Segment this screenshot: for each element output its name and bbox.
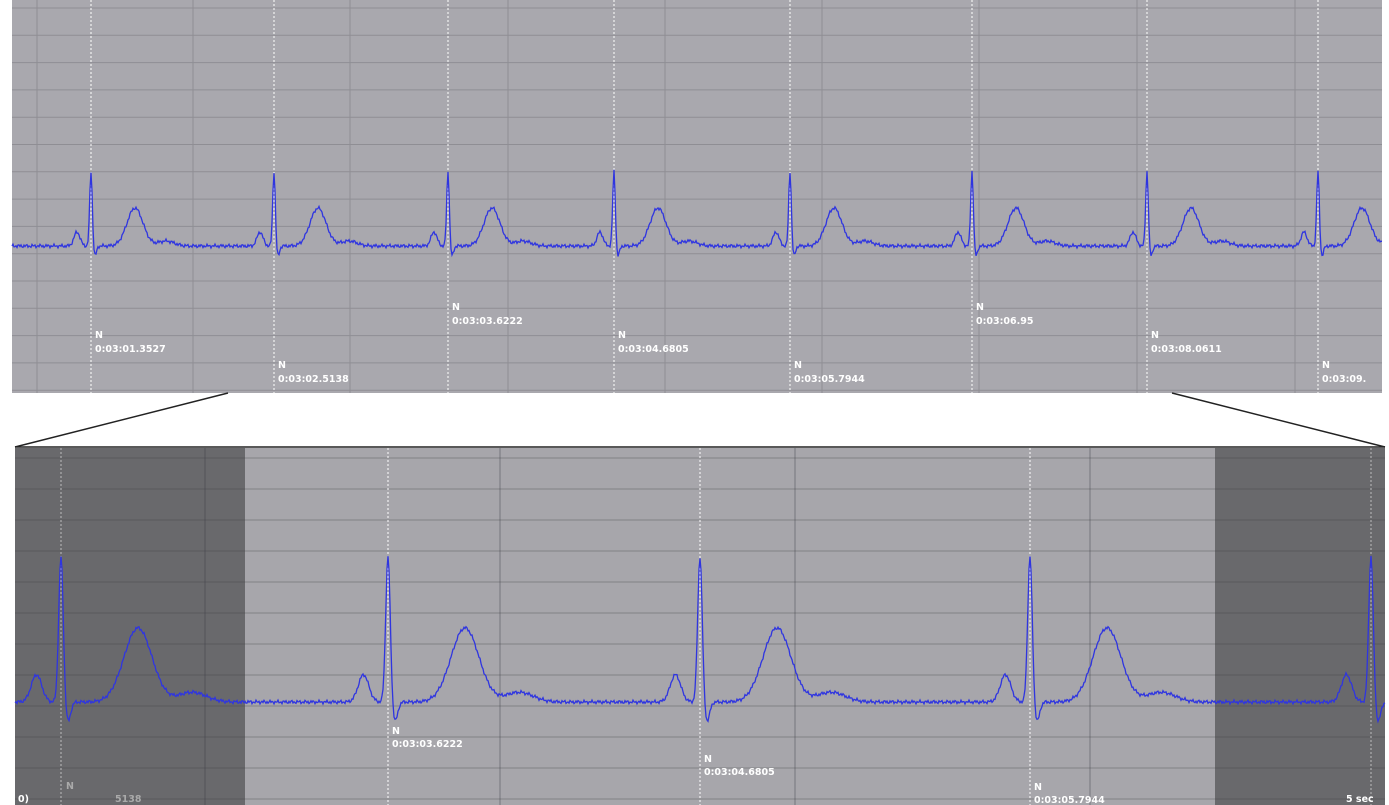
marker-label: N (976, 302, 984, 313)
edge-label: 0) (18, 794, 29, 805)
marker-label: N (278, 360, 286, 371)
shade-right (1215, 448, 1385, 805)
marker-time: 0:03:05.7944 (1034, 795, 1105, 805)
edge-label: N (66, 781, 74, 792)
marker-time: 0:03:03.6222 (392, 739, 463, 750)
marker-label: N (452, 302, 460, 313)
marker-label: N (1151, 330, 1159, 341)
marker-label: N (1322, 360, 1330, 371)
marker-label: N (704, 754, 712, 765)
top-panel (12, 0, 1382, 393)
marker-time: 0:03:04.6805 (704, 767, 775, 778)
marker-label: N (618, 330, 626, 341)
marker-time: 0:03:08.0611 (1151, 344, 1222, 355)
zoom-line (15, 393, 228, 447)
marker-time: 0:03:06.95 (976, 316, 1033, 327)
marker-time: 0:03:01.3527 (95, 344, 166, 355)
marker-time: 0:03:02.5138 (278, 374, 349, 385)
shade-left (15, 448, 245, 805)
marker-time: 0:03:04.6805 (618, 344, 689, 355)
zoom-line (1172, 393, 1385, 447)
edge-label: 5138 (115, 794, 142, 805)
marker-label: N (794, 360, 802, 371)
marker-label: N (95, 330, 103, 341)
marker-time: 0:03:05.7944 (794, 374, 865, 385)
marker-time: 0:03:09. (1322, 374, 1366, 385)
marker-label: N (1034, 782, 1042, 793)
marker-label: N (392, 726, 400, 737)
marker-time: 0:03:03.6222 (452, 316, 523, 327)
ecg-viewer: N 0:03:01.3527 N 0:03:02.5138 N 0:03:03.6222 N… (0, 0, 1389, 805)
edge-label: 5 sec (1346, 794, 1374, 805)
